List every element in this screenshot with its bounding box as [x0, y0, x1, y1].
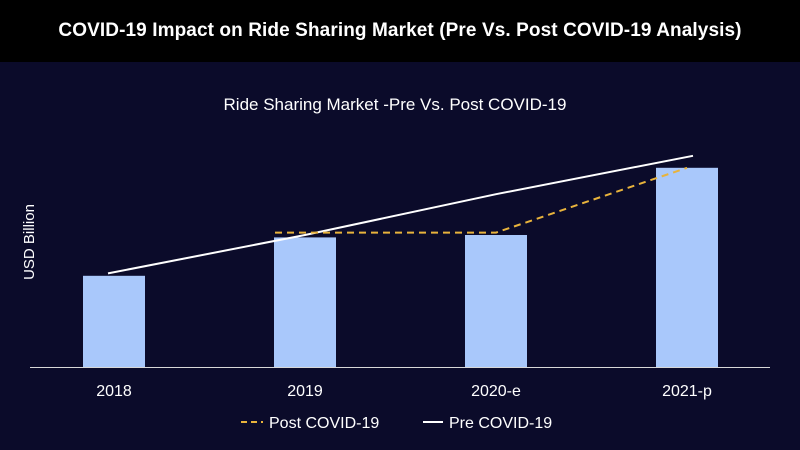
legend-label-post-covid: Post COVID-19 — [269, 415, 379, 432]
x-tick-label-2021-p: 2021-p — [662, 383, 712, 400]
chart-title: Ride Sharing Market -Pre Vs. Post COVID-… — [224, 95, 567, 114]
bar-2020-e — [465, 235, 527, 367]
series-line-pre-covid — [107, 154, 694, 275]
series-line-post-covid — [275, 166, 688, 234]
legend: Post COVID-19 Pre COVID-19 — [241, 415, 552, 432]
x-tick-label-2019: 2019 — [287, 383, 323, 400]
x-tick-label-2020-e: 2020-e — [471, 383, 521, 400]
legend-label-pre-covid: Pre COVID-19 — [449, 415, 552, 432]
y-axis-label: USD Billion — [21, 204, 38, 280]
bar-2019 — [274, 237, 336, 367]
bar-2021-p — [656, 167, 718, 367]
header-bar: COVID-19 Impact on Ride Sharing Market (… — [0, 0, 800, 62]
x-tick-label-2018: 2018 — [96, 383, 132, 400]
plot-area: 2018 2019 2020-e 2021-p — [30, 154, 770, 400]
page-title: COVID-19 Impact on Ride Sharing Market (… — [58, 20, 742, 41]
bar-2018 — [83, 275, 145, 367]
